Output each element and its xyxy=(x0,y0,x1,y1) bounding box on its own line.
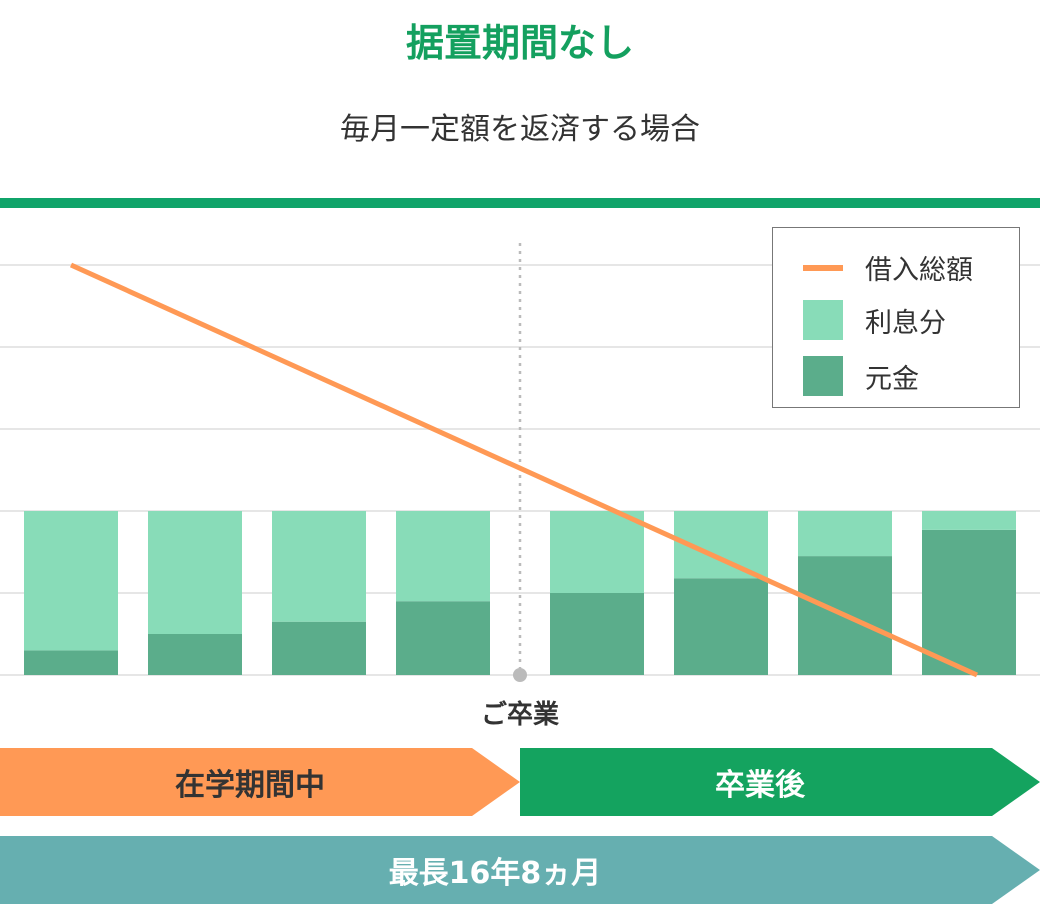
bar-principal xyxy=(148,634,242,675)
legend-label: 借入総額 xyxy=(865,255,973,286)
legend-label: 利息分 xyxy=(865,307,946,339)
total-period-label: 最長16年8ヵ月 xyxy=(388,856,602,891)
bar-interest xyxy=(922,511,1016,530)
bar-interest xyxy=(148,511,242,634)
graduation-label: ご卒業 xyxy=(480,700,559,730)
bar-interest xyxy=(24,511,118,651)
legend-label: 元金 xyxy=(865,363,919,395)
graduation-marker-dot xyxy=(513,668,527,682)
bar-principal xyxy=(272,621,366,675)
legend: 借入総額 利息分 元金 xyxy=(772,227,1020,408)
bar-principal xyxy=(922,529,1016,675)
legend-item-line: 借入総額 xyxy=(803,248,973,287)
bar-interest xyxy=(396,511,490,602)
bar-principal xyxy=(396,601,490,675)
bar-interest xyxy=(550,511,644,593)
legend-item-interest: 利息分 xyxy=(803,300,946,340)
bar-interest xyxy=(272,511,366,622)
interest-swatch-icon xyxy=(803,300,843,340)
bar-interest xyxy=(798,511,892,557)
bar-principal xyxy=(550,593,644,675)
divider-bar xyxy=(0,198,1040,208)
page-title: 据置期間なし xyxy=(405,21,634,65)
bar-principal xyxy=(24,650,118,675)
legend-item-principal: 元金 xyxy=(803,356,919,396)
after-period-label: 卒業後 xyxy=(715,768,805,803)
subtitle: 毎月一定額を返済する場合 xyxy=(340,112,700,147)
study-period-label: 在学期間中 xyxy=(175,768,325,803)
bar-principal xyxy=(674,578,768,675)
loan-balance-line xyxy=(69,262,979,678)
principal-swatch-icon xyxy=(803,356,843,396)
line-swatch-icon xyxy=(803,264,843,271)
